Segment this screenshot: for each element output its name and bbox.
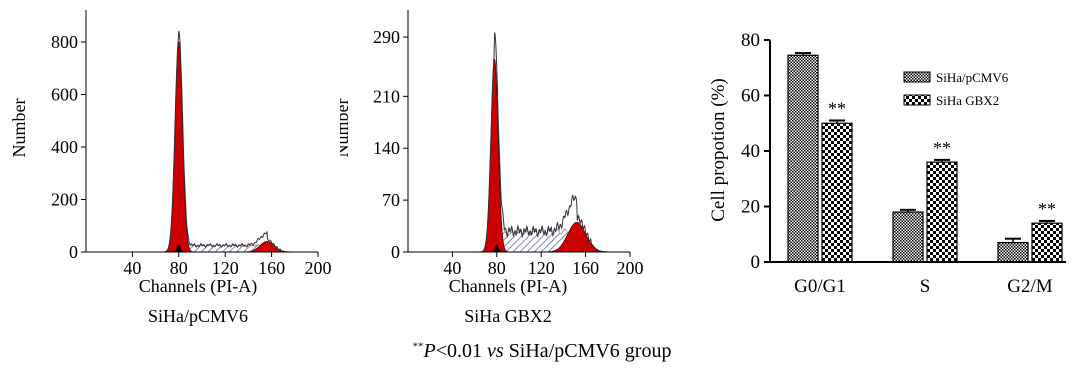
figure-caption: **P<0.01 vs SiHa/pCMV6 group xyxy=(0,340,1084,363)
y-tick-label: 70 xyxy=(382,190,400,210)
x-tick-label: 200 xyxy=(305,258,332,278)
y-tick-label: 290 xyxy=(373,27,400,47)
x-axis-label: Channels (PI-A) xyxy=(139,276,257,297)
y-tick-label: 800 xyxy=(51,32,78,52)
bar-0-0 xyxy=(787,54,819,263)
x-tick-label: 120 xyxy=(528,258,555,278)
legend-label-series-2: SiHa GBX2 xyxy=(936,93,999,108)
legend-label-series-1: SiHa/pCMV6 xyxy=(936,70,1009,85)
histogram-outline xyxy=(162,30,292,253)
bar-1-0 xyxy=(892,211,924,263)
legend-swatch-series-1 xyxy=(903,71,931,83)
histogram-caption: SiHa/pCMV6 xyxy=(148,306,248,326)
y-tick-label: 600 xyxy=(51,85,78,105)
g1-peak-area xyxy=(163,41,195,253)
category-label: G2/M xyxy=(1007,276,1053,297)
y-tick-label: 210 xyxy=(373,86,400,106)
bar-1-1 xyxy=(926,161,958,263)
x-tick-label: 80 xyxy=(170,258,188,278)
y-tick-label: 0 xyxy=(751,252,761,273)
category-label: G0/G1 xyxy=(794,276,846,297)
significance-label: ** xyxy=(933,138,951,158)
y-tick-label: 400 xyxy=(51,137,78,157)
x-tick-label: 80 xyxy=(488,258,506,278)
y-tick-label: 60 xyxy=(741,86,760,107)
caption-group: SiHa/pCMV6 group xyxy=(508,340,672,362)
x-tick-label: 120 xyxy=(212,258,239,278)
y-tick-label: 200 xyxy=(51,190,78,210)
significance-label: ** xyxy=(828,98,846,118)
y-axis-label: Number xyxy=(340,99,352,158)
bar-2-0 xyxy=(997,241,1029,263)
x-tick-label: 160 xyxy=(572,258,599,278)
x-tick-label: 40 xyxy=(443,258,461,278)
y-axis-label: Cell propotion (%) xyxy=(708,78,729,222)
y-tick-label: 40 xyxy=(741,141,760,162)
y-tick-label: 80 xyxy=(741,30,760,51)
y-tick-label: 140 xyxy=(373,138,400,158)
y-axis-label: Number xyxy=(9,99,29,158)
bar-2-1 xyxy=(1031,222,1063,263)
histogram-siha-gbx2: 40 80 120 160 200 0 70 140 210 290 Channels (PI-… xyxy=(340,10,644,326)
x-tick-label: 200 xyxy=(617,258,644,278)
histogram-siha-pcmv6: 40 80 120 160 200 0 200 400 600 800 Channels (PI… xyxy=(9,10,332,326)
y-tick-label: 0 xyxy=(391,242,400,262)
caption-stars: ** xyxy=(412,340,424,353)
legend-swatch-series-2 xyxy=(903,94,931,106)
cell-cycle-bar-chart: ** ** ** 0 20 40 60 80 G0/G1 S G2/M Cell propoti… xyxy=(708,30,1066,297)
legend: SiHa/pCMV6 SiHa GBX2 xyxy=(903,70,1009,108)
x-tick-label: 160 xyxy=(258,258,285,278)
significance-label: ** xyxy=(1038,199,1056,219)
y-tick-label: 20 xyxy=(741,197,760,218)
caption-p: P xyxy=(423,340,436,362)
x-axis-label: Channels (PI-A) xyxy=(449,276,567,297)
g1-peak-area xyxy=(480,58,510,253)
gate-marker xyxy=(492,244,501,252)
y-tick-label: 0 xyxy=(69,242,78,262)
category-label: S xyxy=(920,276,931,297)
caption-vs: vs xyxy=(487,340,504,362)
bar-0-1 xyxy=(821,122,853,263)
gate-marker xyxy=(174,244,183,252)
histogram-caption: SiHa GBX2 xyxy=(464,306,552,326)
histogram-outline xyxy=(479,32,608,253)
caption-threshold: <0.01 xyxy=(435,340,483,362)
x-tick-label: 40 xyxy=(123,258,141,278)
